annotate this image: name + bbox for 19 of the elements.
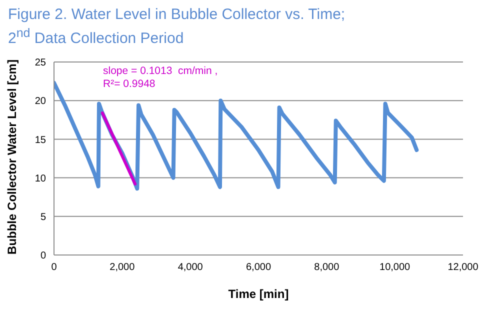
y-tick-label: 25 xyxy=(34,58,46,69)
annotation: R²= 0.9948 xyxy=(103,78,156,91)
x-axis-title: Time [min] xyxy=(227,287,290,301)
y-tick-label: 5 xyxy=(40,212,46,223)
y-tick-label: 10 xyxy=(34,173,46,184)
x-tick-label: 2,000 xyxy=(110,262,136,274)
y-tick-label: 0 xyxy=(40,250,46,262)
x-tick-label: 10,000 xyxy=(380,262,411,274)
annotation: slope = 0.1013 cm/min , xyxy=(103,65,218,78)
x-tick-label: 8,000 xyxy=(314,262,340,274)
x-tick-label: 12,000 xyxy=(448,262,479,274)
line-series xyxy=(54,80,419,191)
x-tick-label: 6,000 xyxy=(246,262,272,274)
y-tick-label: 15 xyxy=(34,134,46,146)
chart-title: Figure 2. Water Level in Bubble Collector vs. Time; 2$^{nd}$ Data Collection Period xyxy=(8,6,346,48)
x-tick-label: 0 xyxy=(51,262,58,274)
y-tick-label: 20 xyxy=(34,96,46,108)
y-axis-title: Bubble Collector Water Level [cm] xyxy=(5,58,19,256)
x-tick-label: 4,000 xyxy=(178,262,204,274)
